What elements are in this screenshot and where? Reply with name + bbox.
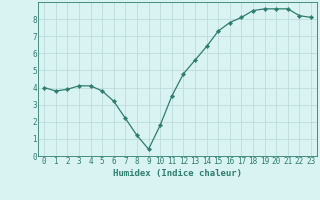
X-axis label: Humidex (Indice chaleur): Humidex (Indice chaleur) [113, 169, 242, 178]
